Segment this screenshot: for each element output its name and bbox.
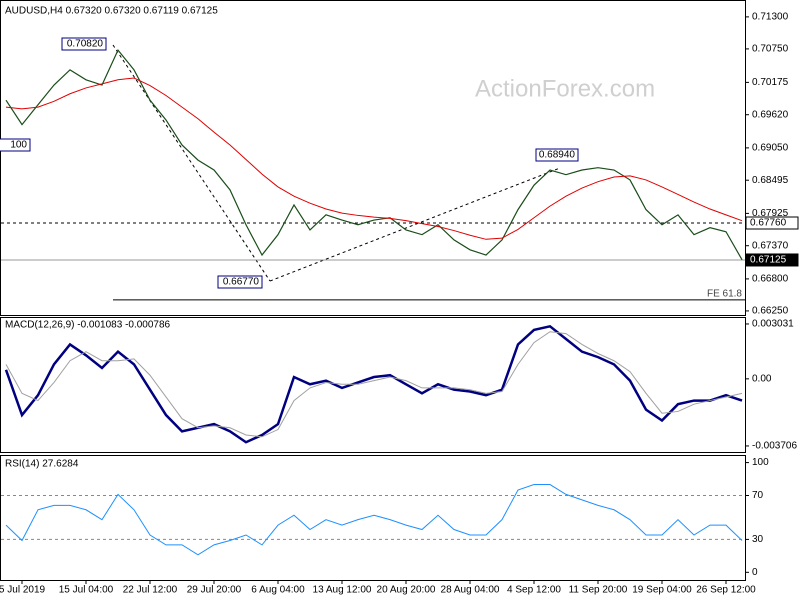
- y-tick-label: 30: [752, 534, 764, 545]
- price-level-box: [745, 253, 799, 267]
- series-line: [5, 48, 743, 260]
- price-level-box: [745, 216, 799, 230]
- y-tick-label: 0.71300: [752, 12, 789, 23]
- fe-label: FE 61.8: [707, 289, 742, 300]
- series-line: [4, 324, 743, 444]
- x-tick-label: 22 Jul 12:00: [123, 585, 178, 596]
- y-tick-label: 0.68495: [752, 175, 789, 186]
- x-tick-label: 6 Aug 04:00: [251, 585, 305, 596]
- y-tick-label: 0.66800: [752, 274, 789, 285]
- annotation-box: [535, 148, 579, 162]
- annotation: 100: [10, 140, 27, 151]
- series-line: [5, 484, 743, 556]
- annotation: 0.68940: [539, 150, 576, 161]
- x-tick-label: 15 Jul 04:00: [59, 585, 114, 596]
- x-tick-label: 4 Sep 12:00: [507, 585, 561, 596]
- y-tick-label: 0.67370: [752, 240, 789, 251]
- y-tick-label: 0.003031: [752, 319, 794, 330]
- x-tick-label: 28 Aug 04:00: [441, 585, 500, 596]
- y-tick-label: 100: [752, 457, 769, 468]
- rsi-panel-frame: [0, 455, 746, 581]
- annotation-box: [0, 138, 31, 152]
- x-tick-label: 20 Aug 20:00: [377, 585, 436, 596]
- y-tick-label: 0.70750: [752, 44, 789, 55]
- price-title: AUDUSD,H4 0.67320 0.67320 0.67119 0.6712…: [5, 6, 218, 17]
- macd-title: MACD(12,26,9) -0.001083 -0.000786: [5, 320, 171, 331]
- x-tick-label: 5 Jul 2019: [0, 585, 46, 596]
- price-level-label: 0.67125: [750, 255, 787, 266]
- y-tick-label: -0.003706: [752, 441, 797, 452]
- fib-line: [112, 44, 271, 282]
- x-tick-label: 13 Aug 12:00: [313, 585, 372, 596]
- price-panel-frame: [0, 0, 746, 316]
- series-line: [5, 77, 743, 240]
- x-tick-label: 19 Sep 04:00: [632, 585, 692, 596]
- y-tick-label: 0.67925: [752, 208, 789, 219]
- y-tick-label: 70: [752, 490, 764, 501]
- annotation-box: [217, 275, 263, 289]
- y-tick-label: 0.00: [752, 373, 772, 384]
- x-tick-label: 26 Sep 12:00: [696, 585, 756, 596]
- y-tick-label: 0.70175: [752, 77, 789, 88]
- price-level-label: 0.67760: [750, 218, 787, 229]
- y-tick-label: 0: [752, 567, 758, 578]
- x-tick-label: 11 Sep 20:00: [569, 585, 628, 596]
- macd-panel-frame: [0, 317, 746, 453]
- y-tick-label: 0.66250: [752, 306, 789, 317]
- rsi-title: RSI(14) 27.6284: [5, 459, 79, 470]
- annotation: 0.70820: [67, 39, 104, 50]
- watermark: ActionForex.com: [475, 75, 655, 102]
- annotation-box: [61, 37, 107, 51]
- annotation: 0.66770: [223, 277, 260, 288]
- y-tick-label: 0.69620: [752, 109, 789, 120]
- y-tick-label: 0.69050: [752, 143, 789, 154]
- fib-line: [269, 167, 561, 282]
- series-line: [5, 331, 743, 438]
- x-tick-label: 29 Jul 20:00: [187, 585, 242, 596]
